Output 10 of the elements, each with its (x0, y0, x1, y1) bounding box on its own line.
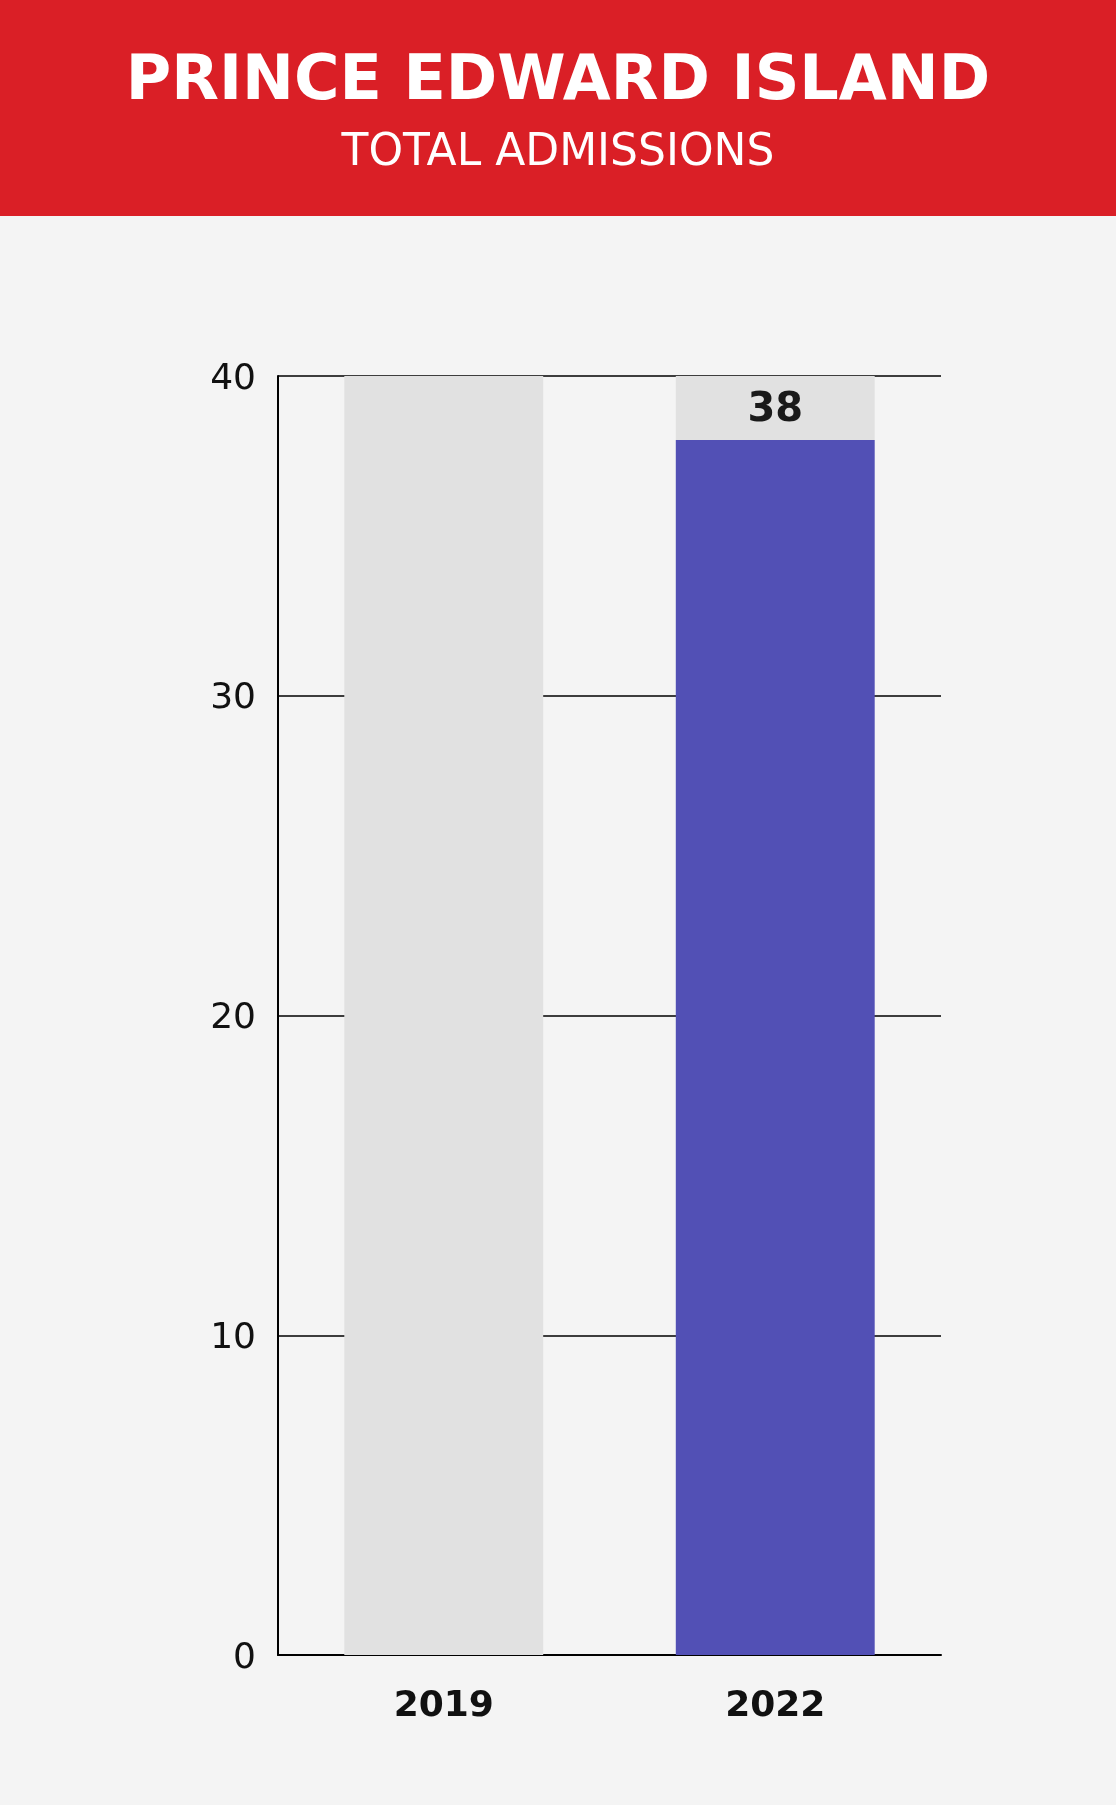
x-tick-label: 2019 (393, 1682, 494, 1724)
y-tick-label: 0 (233, 1634, 256, 1676)
chart-title: PRINCE EDWARD ISLAND (124, 41, 992, 114)
y-tick-label: 40 (210, 355, 256, 397)
data-label: 38 (747, 383, 804, 430)
x-tick-label: 2022 (725, 1682, 826, 1724)
y-tick-label: 10 (210, 1314, 256, 1356)
chart-subtitle: TOTAL ADMISSIONS (340, 124, 776, 175)
y-tick-label: 30 (210, 675, 256, 717)
y-tick-label: 20 (210, 995, 256, 1036)
